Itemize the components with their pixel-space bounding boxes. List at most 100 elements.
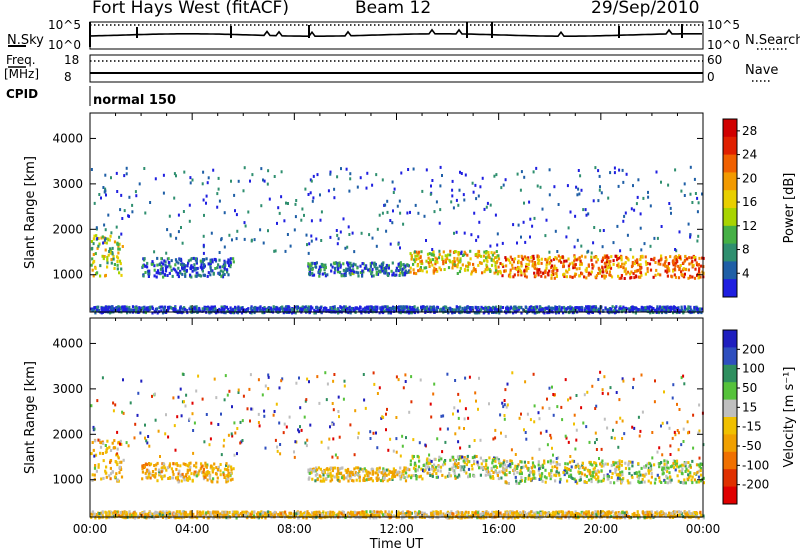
data-cell bbox=[341, 466, 344, 470]
data-cell bbox=[578, 471, 581, 474]
data-cell bbox=[570, 475, 573, 479]
data-cell bbox=[93, 234, 96, 238]
data-cell bbox=[667, 183, 670, 187]
data-cell bbox=[550, 259, 553, 263]
data-cell bbox=[104, 444, 107, 447]
data-cell bbox=[308, 273, 312, 277]
data-cell bbox=[269, 307, 273, 311]
data-cell bbox=[201, 471, 204, 475]
data-cell bbox=[587, 212, 590, 216]
data-cell bbox=[514, 475, 517, 479]
data-cell bbox=[300, 218, 303, 222]
data-cell bbox=[593, 470, 597, 474]
data-cell bbox=[179, 306, 182, 310]
data-cell bbox=[555, 306, 558, 310]
data-cell bbox=[387, 264, 390, 268]
data-cell bbox=[632, 306, 635, 310]
data-cell bbox=[333, 307, 336, 311]
data-cell bbox=[398, 306, 401, 310]
data-cell bbox=[555, 460, 558, 464]
data-cell bbox=[162, 191, 165, 195]
data-cell bbox=[466, 454, 469, 458]
data-cell bbox=[401, 472, 404, 476]
data-cell bbox=[429, 306, 432, 310]
data-cell bbox=[468, 473, 471, 477]
data-cell bbox=[329, 172, 332, 176]
data-cell bbox=[617, 262, 620, 266]
data-cell bbox=[227, 273, 230, 277]
data-cell bbox=[443, 462, 447, 466]
data-cell bbox=[546, 311, 549, 315]
data-cell bbox=[693, 276, 697, 280]
data-cell bbox=[570, 306, 574, 310]
data-cell bbox=[647, 190, 649, 194]
data-cell bbox=[696, 239, 699, 243]
data-cell bbox=[403, 468, 406, 472]
data-cell bbox=[177, 213, 180, 217]
data-cell bbox=[458, 260, 461, 264]
data-cell bbox=[109, 472, 113, 476]
data-cell bbox=[633, 276, 636, 280]
data-cell bbox=[162, 275, 165, 279]
data-cell bbox=[614, 254, 617, 258]
data-cell bbox=[266, 308, 269, 312]
data-cell bbox=[390, 471, 394, 475]
data-cell bbox=[155, 463, 158, 467]
data-cell bbox=[386, 199, 389, 203]
data-cell bbox=[344, 246, 347, 250]
data-cell bbox=[354, 306, 357, 310]
data-cell bbox=[622, 266, 625, 270]
data-cell bbox=[463, 306, 466, 310]
data-cell bbox=[423, 266, 426, 270]
data-cell bbox=[475, 455, 478, 458]
data-cell bbox=[131, 210, 134, 214]
data-cell bbox=[520, 170, 523, 174]
data-cell bbox=[154, 467, 157, 471]
data-cell bbox=[617, 511, 620, 514]
data-cell bbox=[639, 267, 642, 271]
data-cell bbox=[404, 471, 407, 475]
data-cell bbox=[162, 173, 165, 177]
data-cell bbox=[568, 460, 572, 464]
data-cell bbox=[612, 259, 615, 263]
data-cell bbox=[91, 478, 94, 482]
data-cell bbox=[477, 463, 480, 467]
data-cell bbox=[207, 262, 210, 266]
data-cell bbox=[211, 269, 214, 273]
data-cell bbox=[604, 256, 607, 260]
data-cell bbox=[106, 258, 109, 262]
data-cell bbox=[281, 309, 284, 313]
data-cell bbox=[163, 474, 166, 478]
data-cell bbox=[376, 227, 379, 231]
data-cell bbox=[465, 471, 468, 475]
data-cell bbox=[105, 308, 108, 312]
data-cell bbox=[512, 275, 515, 279]
data-cell bbox=[397, 262, 400, 266]
data-cell bbox=[267, 229, 269, 233]
data-cell bbox=[693, 306, 696, 310]
data-cell bbox=[312, 174, 315, 178]
data-cell bbox=[250, 239, 253, 243]
data-cell bbox=[605, 260, 609, 264]
data-cell bbox=[476, 311, 479, 315]
data-cell bbox=[421, 305, 425, 309]
data-cell bbox=[377, 269, 380, 273]
data-cell bbox=[621, 307, 624, 311]
data-cell bbox=[183, 265, 186, 269]
colorbar-cell bbox=[723, 243, 737, 262]
data-cell bbox=[336, 242, 339, 246]
data-cell bbox=[554, 465, 557, 469]
data-cell bbox=[697, 269, 701, 273]
data-cell bbox=[90, 452, 93, 456]
data-cell bbox=[185, 463, 188, 467]
data-cell bbox=[471, 467, 474, 471]
data-cell bbox=[218, 307, 221, 311]
data-cell bbox=[678, 268, 681, 272]
data-cell bbox=[597, 475, 600, 479]
data-cell bbox=[670, 478, 673, 482]
data-cell bbox=[435, 200, 438, 204]
data-cell bbox=[370, 307, 373, 311]
data-cell bbox=[577, 464, 580, 468]
data-cell bbox=[649, 467, 652, 471]
data-cell bbox=[112, 307, 115, 311]
